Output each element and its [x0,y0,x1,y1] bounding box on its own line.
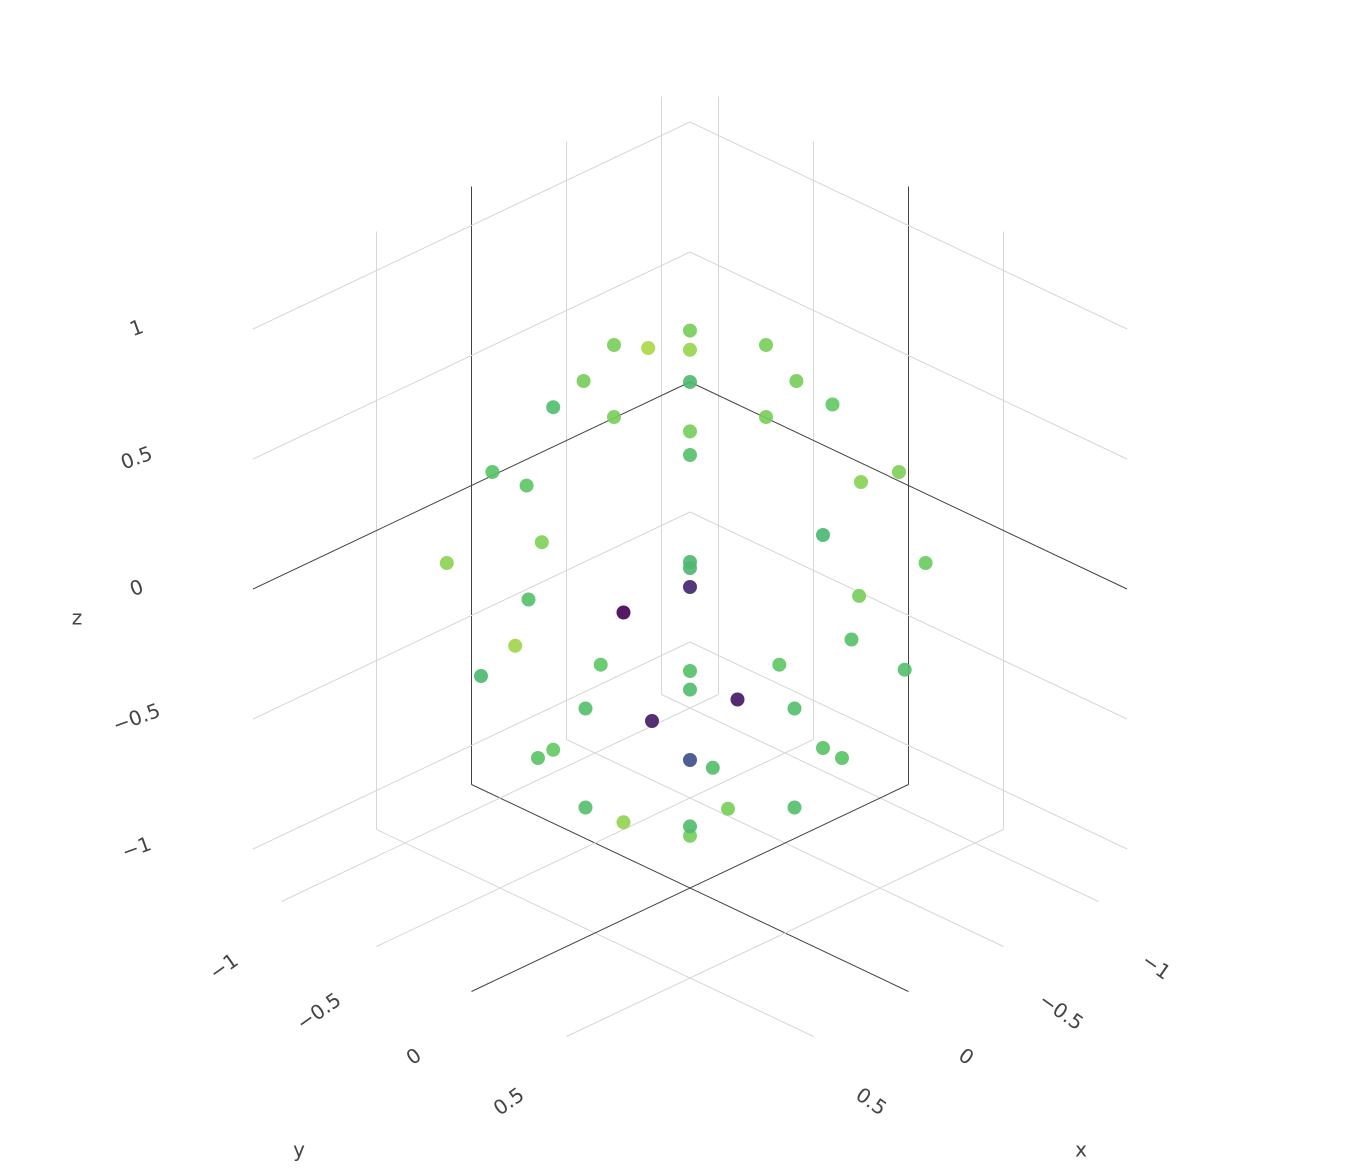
grid-line [471,784,909,992]
point [683,375,697,389]
point [852,588,867,603]
point [439,556,454,570]
point [683,424,697,439]
point [683,664,697,678]
x-tick-label: −1 [1137,948,1175,985]
grid-line [281,694,719,902]
y-tick-label: 0.5 [489,1082,529,1120]
point [616,815,631,830]
point [641,341,656,355]
point [816,528,830,542]
grid-line [689,121,1128,330]
point [683,819,697,834]
z-axis-title: z [72,606,83,630]
grid-line [689,641,1128,850]
z-tick-label: 0 [126,574,146,601]
point [683,580,697,594]
point [825,397,840,412]
point [730,692,745,707]
point [546,400,561,415]
point [844,632,859,647]
point [607,410,621,424]
point [578,800,593,815]
x-tick-label: 0 [954,1043,978,1070]
point [759,338,773,352]
z-tick-label: 0.5 [117,441,155,474]
grid-line [252,121,691,330]
point [616,605,631,620]
point [787,800,802,815]
grid-line [252,641,691,850]
point [918,556,933,570]
y-tick-label: −0.5 [292,988,346,1036]
z-tick-label: 1 [126,314,146,341]
y-tick-label: 0 [402,1043,426,1070]
point [521,592,536,607]
point [508,638,523,653]
grid-line [566,829,1004,1037]
z-tick-label: −1 [119,831,155,864]
point [721,801,735,816]
point [485,465,500,479]
point [607,338,621,352]
point [519,478,534,493]
point [593,657,608,672]
point [531,751,545,765]
point [897,662,912,677]
point [892,465,906,479]
point [474,669,488,683]
point [789,374,804,388]
point [787,701,802,716]
point [645,714,659,728]
point [683,682,697,697]
point [578,701,593,716]
y-tick-label: −1 [205,948,243,985]
x-tick-label: 0.5 [851,1082,891,1120]
y-axis-title: y [293,1138,305,1162]
grid-line [376,739,814,947]
point [683,342,697,357]
point [772,657,787,672]
grid-line [252,251,691,460]
x-tick-label: −0.5 [1035,988,1089,1036]
point [683,555,697,569]
point [854,475,868,489]
point [759,410,773,424]
grid-line [252,511,691,720]
point [576,374,591,388]
point [683,753,697,767]
point [816,741,830,755]
point [683,323,697,338]
point [683,448,697,462]
x-axis-title: x [1075,1138,1087,1162]
point [705,760,720,775]
z-tick-label: −0.5 [110,698,164,737]
point [534,535,549,550]
grid-line [689,251,1128,460]
grid-line [689,511,1128,720]
point [546,742,561,757]
point [835,751,849,765]
